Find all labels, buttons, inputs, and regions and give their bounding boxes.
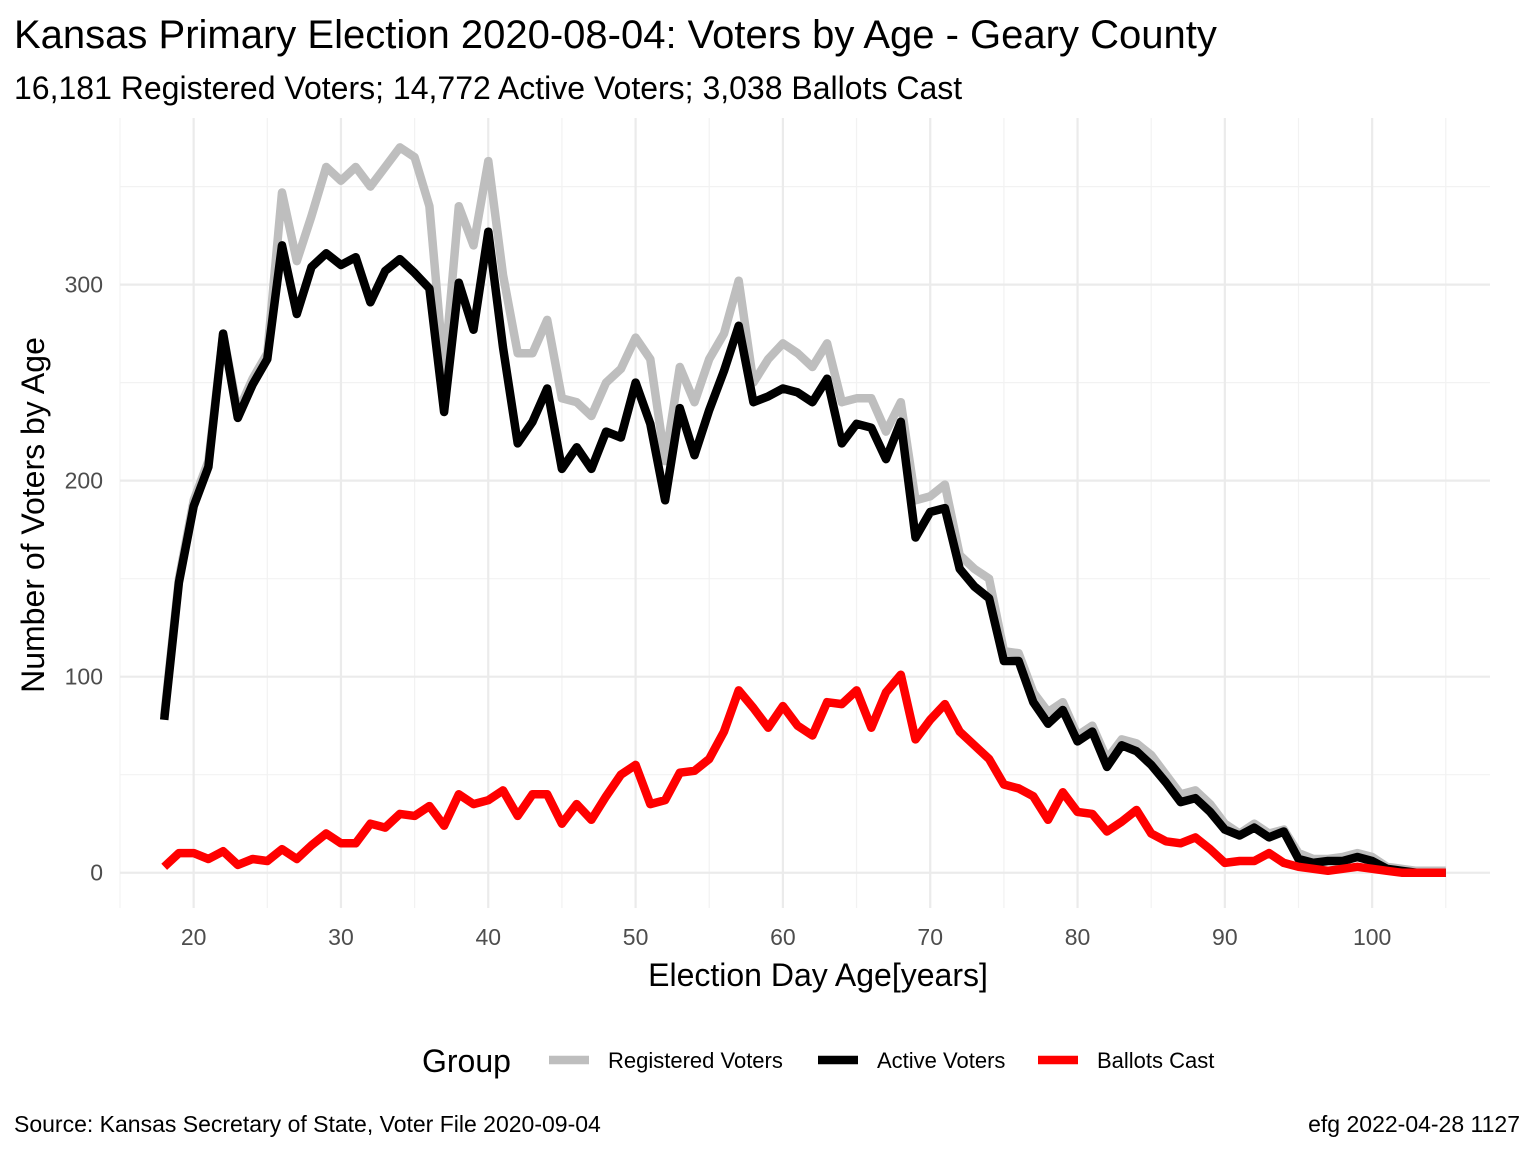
x-tick-label: 50	[623, 924, 649, 950]
x-tick-label: 30	[328, 924, 354, 950]
chart-title: Kansas Primary Election 2020-08-04: Vote…	[14, 13, 1217, 57]
y-axis-ticks: 0 100 200 300	[65, 272, 103, 886]
x-tick-label: 80	[1065, 924, 1091, 950]
y-tick-label: 300	[65, 272, 103, 298]
x-axis-title: Election Day Age[years]	[648, 957, 988, 993]
series-line-active-voters	[159, 227, 1446, 877]
y-tick-label: 100	[65, 664, 103, 690]
legend-title: Group	[422, 1043, 511, 1079]
chart-subtitle: 16,181 Registered Voters; 14,772 Active …	[14, 70, 962, 106]
grid-minor	[119, 118, 1490, 908]
x-tick-label: 20	[181, 924, 207, 950]
y-axis-title: Number of Voters by Age	[15, 337, 51, 693]
caption-credit: efg 2022-04-28 1127	[1308, 1111, 1520, 1137]
y-tick-label: 200	[65, 468, 103, 494]
legend: Group Registered Voters Active Voters Ball…	[422, 1043, 1214, 1079]
x-tick-label: 70	[917, 924, 943, 950]
x-tick-label: 100	[1353, 924, 1391, 950]
x-tick-label: 90	[1212, 924, 1238, 950]
grid-major	[120, 118, 1490, 908]
legend-label: Active Voters	[877, 1048, 1005, 1073]
caption-source: Source: Kansas Secretary of State, Voter…	[14, 1111, 601, 1137]
series-line-ballots-cast	[161, 670, 1446, 877]
y-tick-label: 0	[90, 860, 103, 886]
x-tick-label: 60	[770, 924, 796, 950]
x-axis-ticks: 20 30 40 50 60 70 80 90 100	[181, 924, 1391, 950]
legend-label: Ballots Cast	[1097, 1048, 1214, 1073]
x-tick-label: 40	[475, 924, 501, 950]
legend-label: Registered Voters	[608, 1048, 783, 1073]
series-lines	[159, 143, 1446, 877]
